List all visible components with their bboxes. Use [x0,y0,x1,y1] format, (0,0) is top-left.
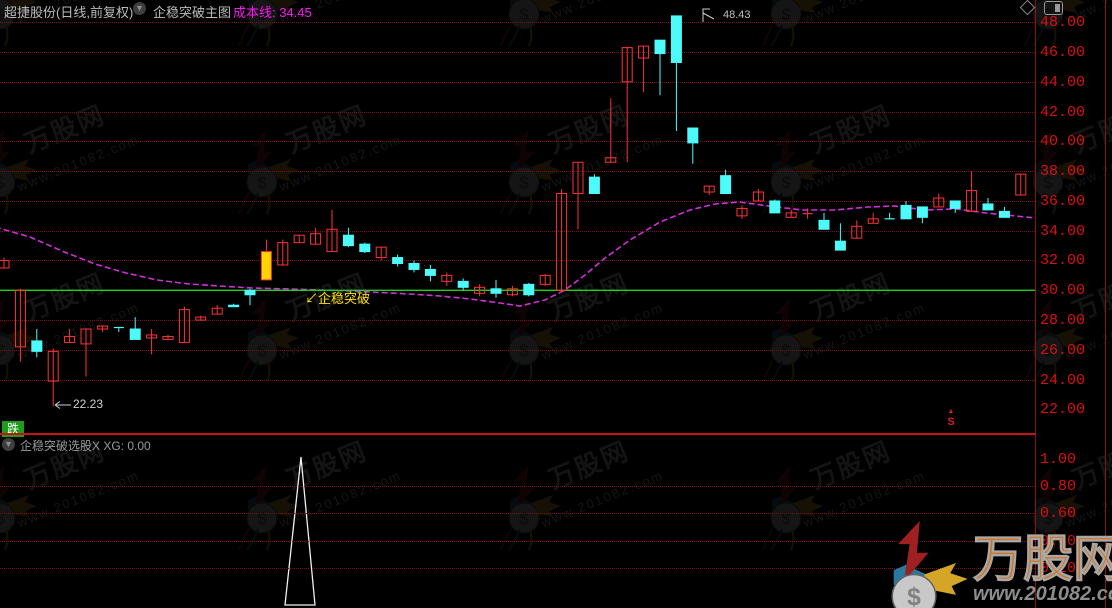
svg-text:万股网: 万股网 [973,531,1112,587]
svg-text:www.201082.com: www.201082.com [973,583,1112,605]
